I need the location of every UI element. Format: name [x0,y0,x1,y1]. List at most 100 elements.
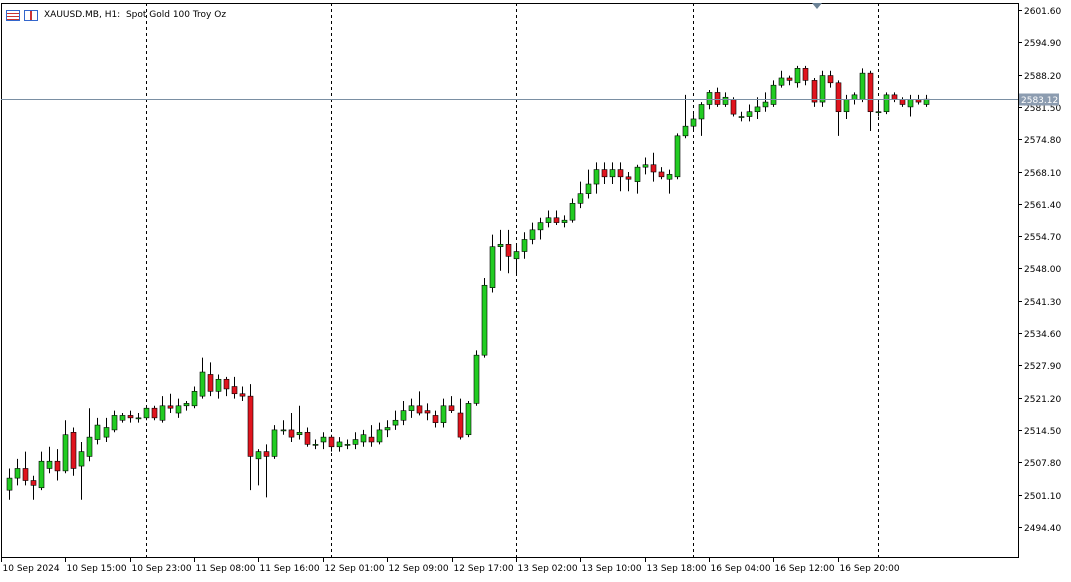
candle-body [135,417,142,420]
time-tick-label: 10 Sep 15:00 [67,564,127,574]
candle-bear [448,396,455,414]
candle-bull [698,102,705,136]
candle-body [392,419,399,426]
candle-bull [320,432,327,450]
candle-bull [754,97,761,119]
price-tick-label: 2554.70 [1024,233,1061,243]
candle-bear [30,475,37,500]
candle-bull [175,398,182,418]
price-axis[interactable]: 2601.60 2594.90 2588.20 2581.50 2574.80 2568.… [1018,7,1061,534]
candle-body [569,203,576,221]
candle-body [167,405,174,409]
candle-body [457,412,464,438]
candle-body [271,429,278,457]
price-tick-label: 2521.20 [1024,395,1061,405]
candle-body [521,239,528,252]
candle-bull [634,164,641,194]
shift-marker-icon[interactable] [812,3,822,9]
candle-body [175,405,182,414]
candle-body [360,434,367,443]
candle-bull [497,229,504,271]
candle-body [223,378,230,390]
candle-body [770,84,777,105]
time-tick-label: 13 Sep 10:00 [582,564,642,574]
candle-bull [46,446,53,474]
candle-body [802,68,809,81]
candle-bull [609,162,616,185]
candle-body [730,99,737,115]
candle-body [78,451,85,467]
candle-body [609,169,616,178]
chart-list-icon[interactable] [6,9,20,21]
time-tick-label: 16 Sep 12:00 [775,564,835,574]
candle-bear [786,75,793,86]
candle-bull [103,417,110,442]
candle-bull [465,400,472,438]
candle-bull [875,102,882,117]
candle-bull [569,198,576,223]
candle-bear [239,386,246,401]
candle-body [577,193,584,204]
candles-layer [6,65,930,500]
candle-body [706,92,713,105]
candle-bear [650,152,657,182]
candle-bull [143,405,150,421]
candle-body [738,116,745,118]
candle-bear [70,427,77,476]
candle-body [400,410,407,421]
candle-body [94,424,101,440]
candle-body [239,393,246,397]
candle-bull [384,420,391,438]
candle-bull [473,350,480,406]
candle-bull [271,425,278,459]
separator: , [98,10,105,20]
chart-type-icon[interactable] [24,9,38,21]
candle-body [440,405,447,423]
candle-bull [690,114,697,132]
candle-body [714,92,721,105]
candle-bull [883,92,890,115]
candle-body [698,104,705,120]
candle-body [344,444,351,446]
candle-bear [223,376,230,397]
time-tick-label: 10 Sep 2024 [3,564,60,574]
candle-bull [78,441,85,500]
candle-body [54,460,61,472]
time-tick-label: 12 Sep 01:00 [325,564,385,574]
candle-bull [521,232,528,259]
candle-bull [843,94,850,119]
candle-body [408,405,415,411]
candle-body [497,243,504,248]
time-axis[interactable]: 10 Sep 2024 10 Sep 15:00 10 Sep 23:00 11 Se… [1,557,900,574]
time-tick-label: 13 Sep 02:00 [518,564,578,574]
price-tick-label: 2548.00 [1024,265,1061,275]
candle-body [746,111,753,117]
price-tick-label: 2541.30 [1024,298,1061,308]
candle-bear [416,391,423,416]
candle-body [336,441,343,448]
candle-body [762,101,769,108]
candle-body [899,99,906,105]
candle-bear [835,80,842,136]
candle-bull [135,413,142,423]
candle-body [585,183,592,194]
candle-bear [167,393,174,414]
candle-bull [183,400,190,411]
candle-bull [851,92,858,105]
candle-body [352,439,359,445]
candle-bull [593,162,600,194]
candle-body [46,460,53,469]
candle-bull [513,244,520,276]
candle-body [14,468,21,479]
candle-body [62,434,69,472]
candle-body [658,171,665,178]
time-tick-label: 11 Sep 16:00 [260,564,320,574]
candle-body [320,436,327,443]
candle-bear [368,425,375,447]
price-tick-label: 2527.90 [1024,362,1061,372]
candle-body [851,94,858,100]
candle-body [650,164,657,173]
candle-body [811,80,818,103]
